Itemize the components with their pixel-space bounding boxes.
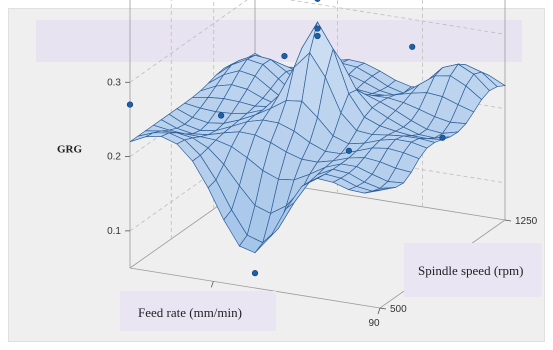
y-tick-label: 500: [390, 304, 407, 315]
grid-line: [129, 0, 506, 83]
data-point: [409, 43, 416, 50]
data-point: [345, 147, 352, 154]
x-axis-label: Feed rate (mm/min): [138, 305, 242, 320]
y-tick-mark: [379, 307, 387, 310]
y-tick-mark: [504, 219, 512, 222]
z-tick-label: 0.2: [107, 152, 121, 163]
data-point: [281, 52, 288, 60]
y-tick-label: 1250: [515, 216, 538, 227]
grid-line: [129, 142, 506, 232]
data-point: [218, 112, 225, 119]
z-axis-label: GRG: [57, 144, 83, 156]
x-tick-label: 90: [368, 318, 380, 329]
data-point: [126, 101, 134, 108]
x-tick-mark: [210, 281, 214, 288]
x-axis-label-box: Feed rate (mm/min): [120, 291, 276, 331]
data-point: [314, 0, 321, 2]
y-axis-label: Spindle speed (rpm): [418, 263, 524, 278]
z-tick-label: 0.3: [107, 77, 121, 88]
data-point: [251, 270, 259, 277]
box-edge: [129, 267, 381, 309]
y-axis-label-box: Spindle speed (rpm): [404, 243, 542, 297]
surface-patch: [364, 188, 388, 194]
z-tick-label: 0.1: [107, 226, 121, 237]
x-tick-mark: [377, 307, 381, 315]
data-point: [314, 25, 321, 32]
data-point: [314, 32, 321, 40]
data-point: [439, 134, 446, 141]
title-band: [36, 20, 522, 62]
